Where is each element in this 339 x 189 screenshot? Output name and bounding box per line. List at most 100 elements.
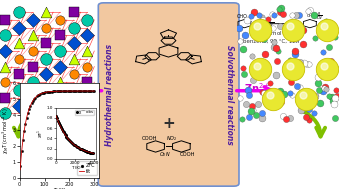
Point [300, 29, 305, 32]
Point [259, 16, 264, 19]
Point [246, 93, 252, 96]
Point [294, 37, 299, 40]
Point [66, 139, 72, 142]
Point [43, 11, 49, 14]
fit [62, 90, 66, 92]
ZFC [30, 99, 36, 102]
Point [265, 18, 271, 21]
Point [272, 14, 277, 17]
Point [30, 18, 35, 21]
Point [54, 117, 60, 120]
Line: fit: fit [20, 91, 94, 170]
Point [254, 113, 259, 116]
Point [68, 141, 74, 144]
Point [334, 94, 339, 97]
Point [242, 34, 248, 37]
Point [321, 64, 326, 67]
Point [301, 62, 306, 65]
Point [71, 42, 77, 45]
Point [71, 143, 76, 146]
Point [304, 98, 309, 101]
fit [81, 90, 85, 92]
Point [306, 108, 312, 111]
Point [244, 18, 250, 21]
fit [85, 90, 89, 92]
Point [334, 88, 339, 91]
ZFC [20, 139, 26, 142]
Point [317, 88, 322, 91]
ZFC [85, 90, 90, 93]
Point [85, 150, 90, 153]
Point [310, 102, 316, 105]
Point [16, 104, 22, 107]
Point [16, 57, 22, 60]
Point [85, 18, 90, 21]
Point [91, 152, 96, 155]
Point [257, 68, 262, 71]
Text: $NO_2$: $NO_2$ [166, 134, 178, 143]
Point [2, 50, 8, 53]
ZFC [71, 90, 77, 93]
Point [267, 82, 273, 85]
ZFC [49, 90, 54, 93]
Point [271, 41, 277, 44]
Point [273, 47, 278, 50]
Point [2, 65, 8, 68]
Point [301, 42, 306, 45]
Point [43, 88, 49, 91]
Text: Hydrothermal reactions: Hydrothermal reactions [105, 43, 114, 146]
Point [57, 124, 62, 127]
ZFC [21, 129, 27, 132]
Point [297, 61, 302, 64]
Point [2, 96, 8, 99]
Point [261, 38, 267, 41]
Point [277, 89, 283, 92]
Point [74, 145, 80, 148]
ZFC [50, 90, 56, 93]
Point [256, 13, 262, 16]
Point [312, 13, 317, 16]
ZFC [54, 90, 59, 93]
Point [303, 115, 309, 118]
Point [271, 101, 276, 104]
Point [61, 131, 66, 134]
Point [30, 34, 35, 37]
Point [312, 111, 317, 114]
Point [316, 81, 321, 84]
Point [323, 86, 328, 89]
X-axis label: T (K): T (K) [53, 188, 66, 189]
Point [317, 101, 322, 104]
Point [267, 94, 273, 97]
Point [80, 148, 85, 151]
Point [317, 27, 323, 30]
fit [62, 90, 66, 92]
Point [78, 147, 83, 150]
ZFC [59, 90, 64, 93]
Point [262, 62, 268, 65]
ZFC [46, 90, 52, 93]
Point [43, 57, 49, 60]
Point [246, 116, 252, 119]
fit [63, 90, 67, 92]
Point [299, 109, 304, 112]
Point [82, 149, 87, 152]
ZFC [44, 91, 49, 94]
Point [79, 148, 84, 151]
Point [76, 146, 82, 149]
Point [60, 129, 65, 132]
Point [71, 104, 77, 107]
Point [75, 146, 81, 149]
Point [30, 50, 35, 53]
Point [2, 81, 8, 84]
ZFC [86, 90, 92, 93]
ZFC [33, 96, 38, 99]
Point [81, 149, 86, 152]
Point [328, 60, 333, 63]
Point [30, 65, 35, 68]
Point [287, 116, 292, 119]
ZFC [65, 90, 71, 93]
Point [287, 64, 293, 67]
Point [53, 114, 59, 117]
Point [251, 10, 257, 13]
Point [294, 84, 300, 87]
